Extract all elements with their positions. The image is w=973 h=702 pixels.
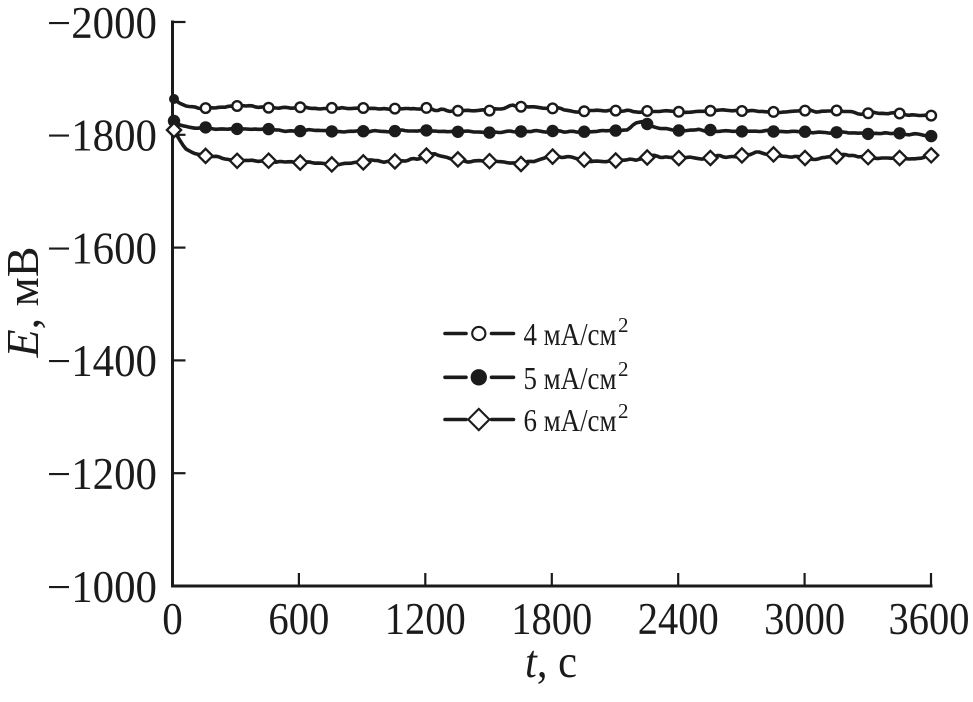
- svg-text:−1200: −1200: [47, 449, 157, 499]
- svg-text:t, с: t, с: [525, 636, 577, 688]
- svg-text:E, мВ: E, мВ: [0, 247, 48, 359]
- svg-text:6 мА/см: 6 мА/см: [524, 402, 617, 438]
- svg-text:2: 2: [618, 357, 629, 381]
- svg-text:600: 600: [268, 594, 329, 644]
- svg-text:3600: 3600: [889, 594, 970, 644]
- svg-text:−1600: −1600: [47, 223, 157, 273]
- svg-text:1800: 1800: [511, 594, 592, 644]
- svg-text:0: 0: [162, 594, 183, 644]
- svg-text:4 мА/см: 4 мА/см: [524, 316, 617, 352]
- svg-text:−1000: −1000: [47, 562, 157, 612]
- svg-text:1200: 1200: [385, 594, 466, 644]
- svg-text:2400: 2400: [638, 594, 719, 644]
- svg-text:3000: 3000: [764, 594, 845, 644]
- svg-text:−1400: −1400: [47, 336, 157, 386]
- svg-text:−1800: −1800: [47, 111, 157, 161]
- svg-text:2: 2: [618, 313, 629, 337]
- svg-text:5 мА/см: 5 мА/см: [524, 360, 617, 396]
- svg-text:2: 2: [618, 399, 629, 423]
- svg-text:−2000: −2000: [47, 0, 157, 48]
